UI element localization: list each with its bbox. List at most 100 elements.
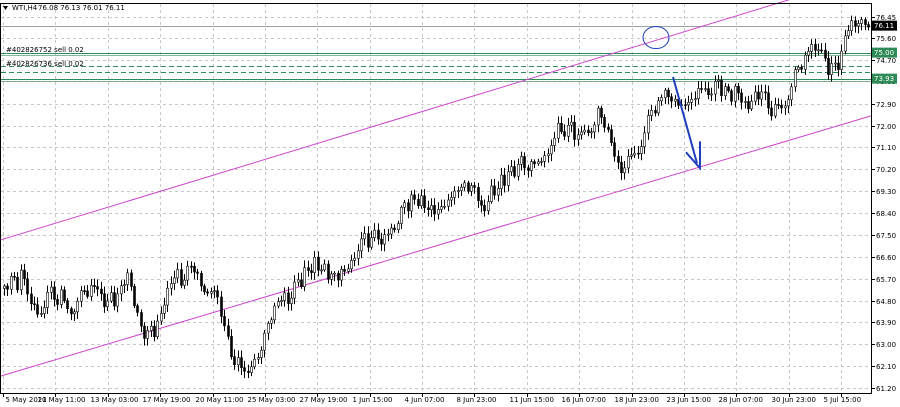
candle-body [56,299,59,305]
candle-body [237,357,240,366]
candle-body [650,110,653,116]
candle-body [820,49,823,52]
candle-body [343,269,346,272]
candle-body [497,188,500,196]
candle-body [130,272,133,287]
price-tag-label: 76.11 [874,22,894,30]
plot-frame [0,3,872,394]
candle-body [310,270,313,273]
candle-body [227,325,230,337]
candle-body [247,370,250,373]
candle-body [273,305,276,321]
candle-body [704,88,707,90]
y-tick-label: 66.60 [876,254,896,262]
y-tick-label: 70.20 [876,166,896,174]
candle-body [193,266,196,273]
candle-body [393,227,396,231]
candle-body [367,233,370,248]
candle-body [20,269,23,291]
candle-body [363,233,366,240]
candle-body [26,278,29,295]
candle-body [770,107,773,117]
candle-body [443,205,446,208]
candle-body [553,137,556,146]
candle-body [533,161,536,165]
candle-body [767,92,770,109]
channel-line [0,0,791,241]
candle-body [837,62,840,70]
candle-body [593,124,596,133]
candle-body [630,154,633,157]
candle-body [427,207,430,211]
candle-body [240,357,243,368]
candle-body [307,267,310,271]
candle-body [463,182,466,188]
candle-body [120,285,123,295]
candle-body [467,182,470,192]
candle-body [303,267,306,288]
candle-body [747,101,750,110]
candle-body [413,194,416,200]
candle-body [830,63,833,75]
x-tick-label: 11 Jun 15:00 [510,396,554,404]
down-arrow-shaft [672,76,698,164]
candle-body [807,51,810,56]
candle-body [290,297,293,304]
candle-body [36,304,39,315]
candle-body [176,269,179,279]
candle-body [617,156,620,163]
candle-body [96,286,99,290]
candle-body [93,285,96,287]
candle-body [250,366,253,373]
candle-body [113,292,116,307]
candle-body [473,185,476,188]
candle-body [43,307,46,314]
candle-body [527,167,530,171]
candle-body [136,305,139,313]
x-tick-label: 8 Jun 23:00 [457,396,497,404]
candle-body [330,273,333,280]
candle-body [790,86,793,100]
order-label-2[interactable]: #402826736 sell 0.02 [6,60,84,68]
candle-body [223,316,226,327]
candle-body [370,237,373,248]
trend-channel [0,0,872,377]
candle-body [674,98,677,102]
candle-body [757,91,760,100]
candle-body [867,24,870,28]
candle-body [627,155,630,169]
candle-body [16,277,19,291]
candle-body [557,123,560,139]
candle-body [190,265,193,268]
candle-body [86,290,89,297]
y-tick-label: 63.00 [876,341,896,349]
candle-body [430,205,433,211]
candle-body [834,62,837,65]
candle-body [750,100,753,110]
candle-body [737,85,740,94]
x-tick-label: 30 Jun 23:00 [772,396,816,404]
candle-body [6,285,9,290]
y-tick-label: 62.10 [876,363,896,371]
candle-body [233,356,236,366]
dropdown-triangle-icon[interactable] [3,6,8,10]
candle-body [530,161,533,171]
candle-body [784,105,787,109]
candle-body [844,35,847,52]
candle-body [70,308,73,315]
candle-body [547,153,550,156]
candle-body [583,129,586,133]
annotations [642,26,701,171]
candle-body [550,145,553,155]
candle-body [667,89,670,98]
candle-body [63,289,66,302]
candle-body [814,44,817,51]
candle-body [797,66,800,70]
price-tag-bg [872,47,897,58]
candle-body [603,117,606,128]
order-label-1[interactable]: #402826752 sell 0.02 [6,46,84,54]
candle-body [720,79,723,96]
candle-body [410,194,413,212]
candle-body [794,69,797,88]
